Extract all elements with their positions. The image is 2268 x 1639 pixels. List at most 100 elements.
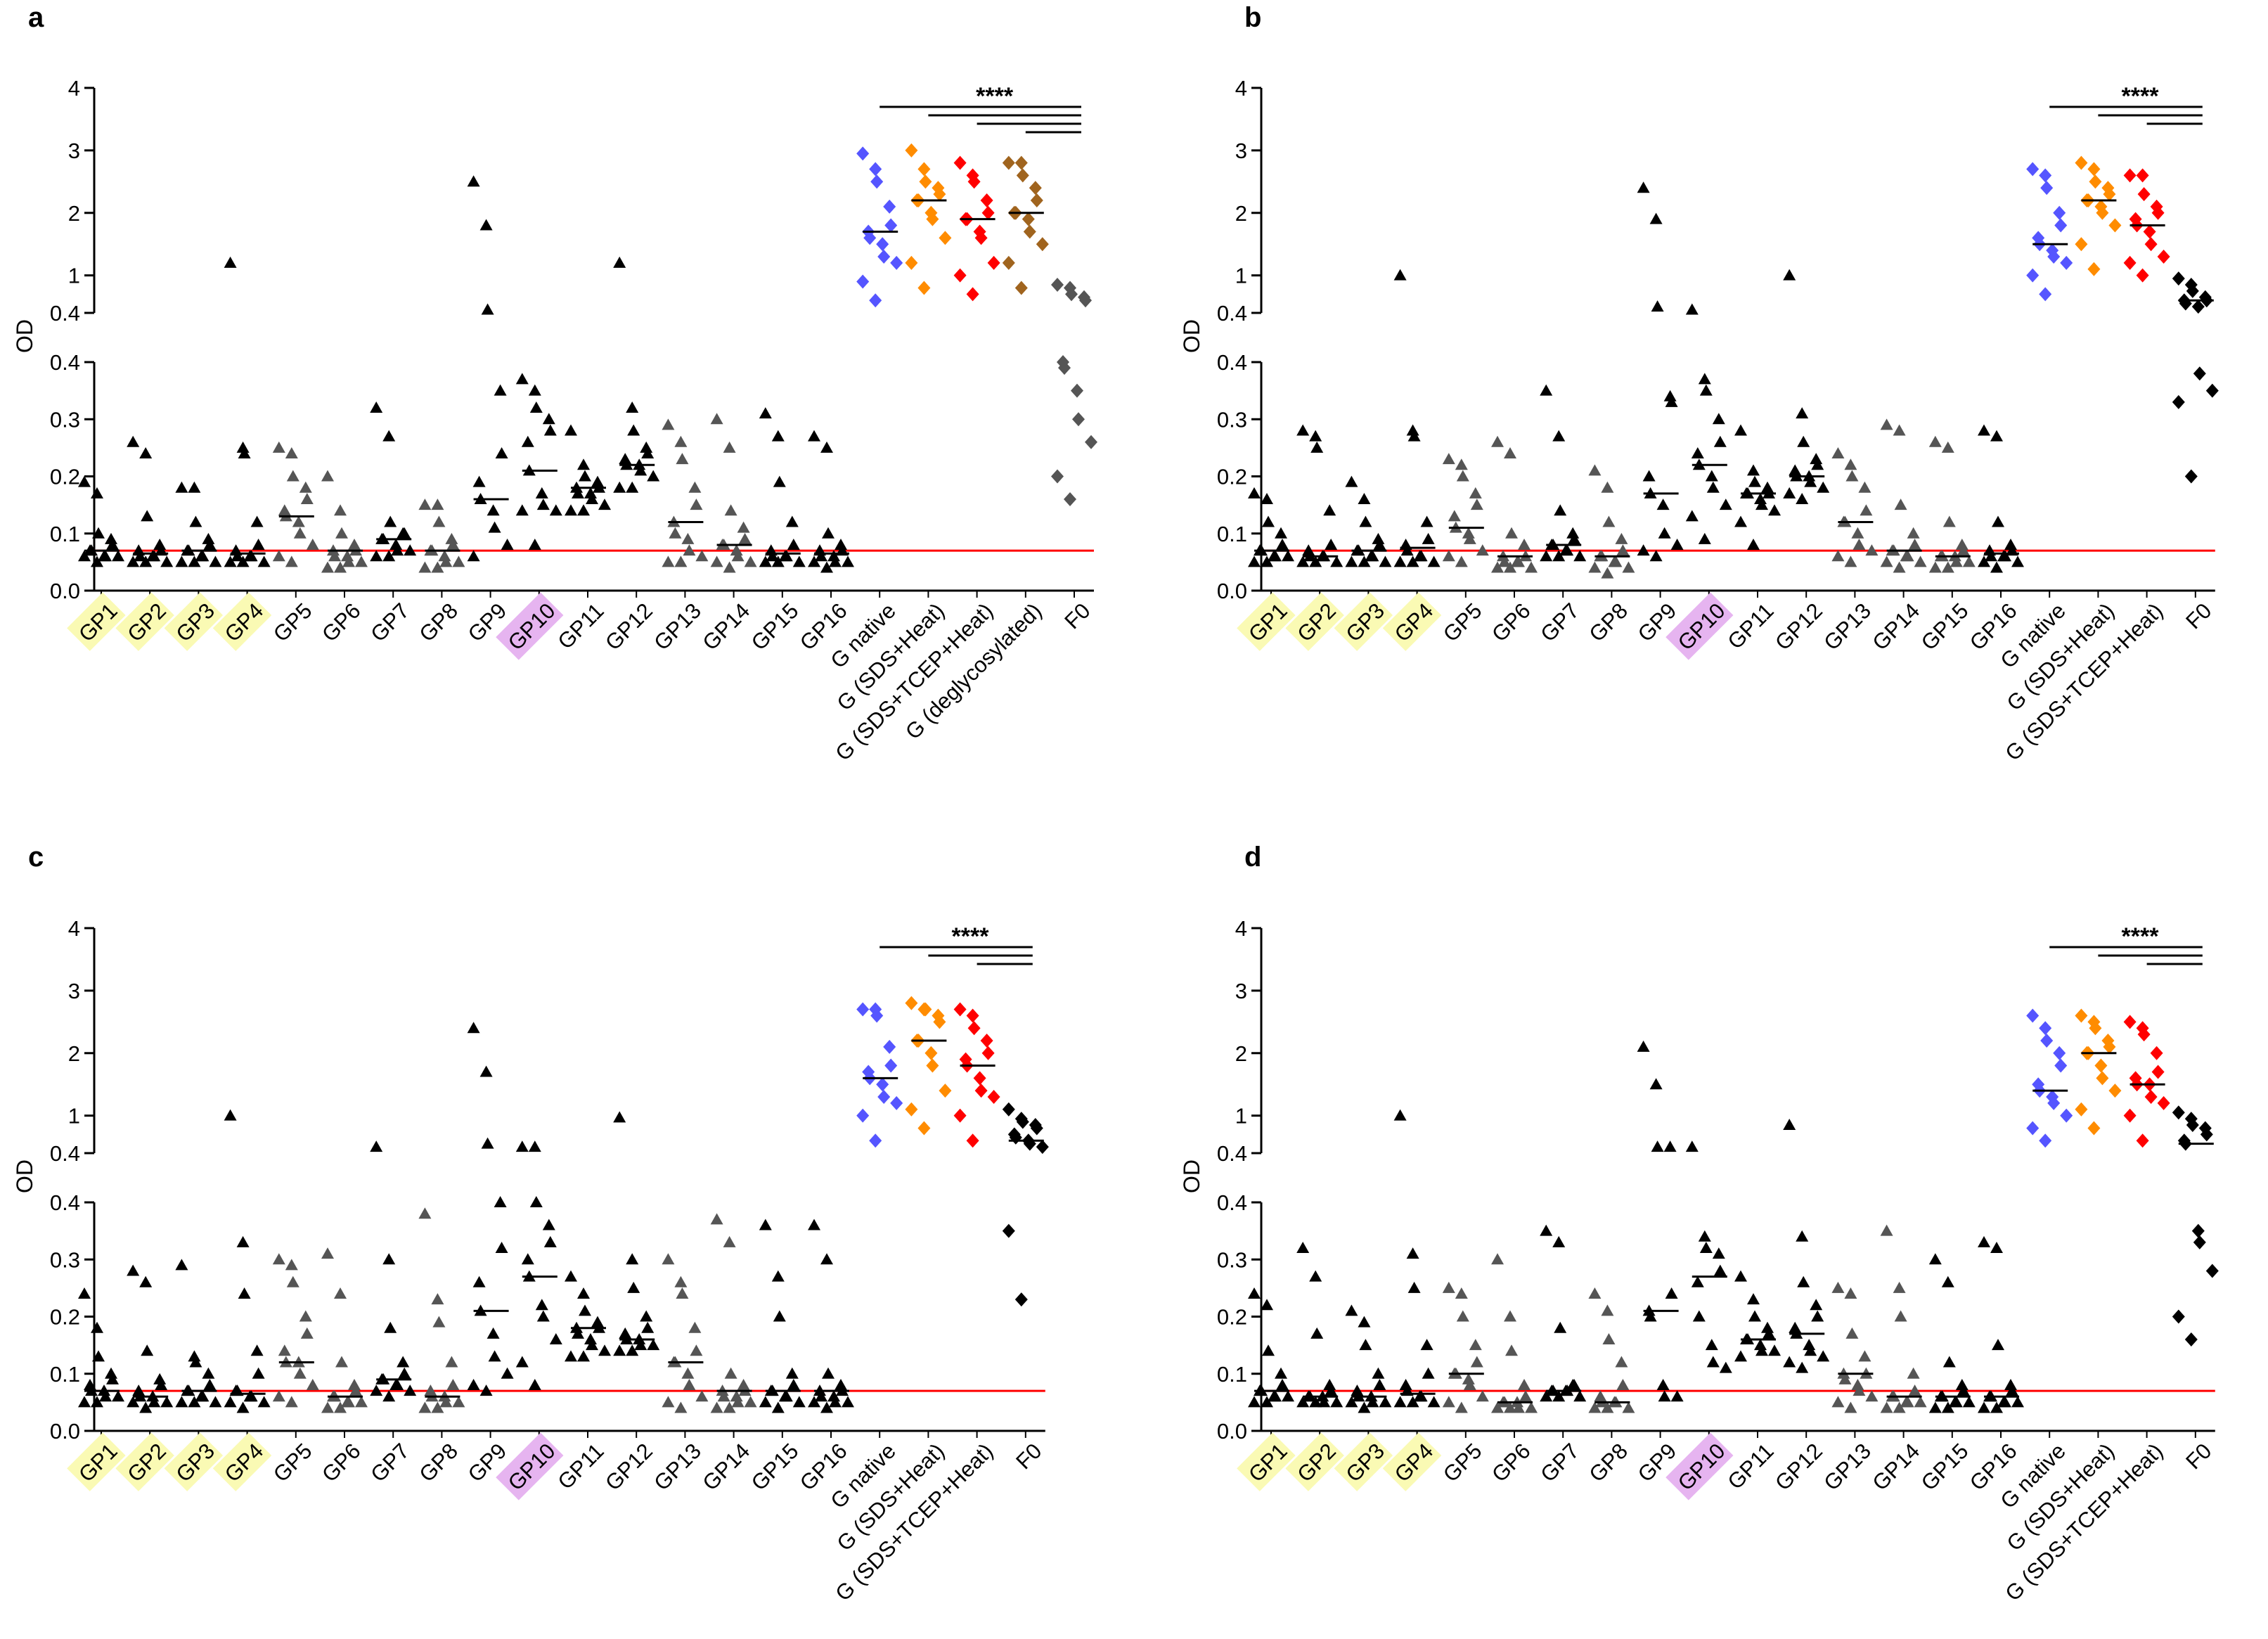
data-point xyxy=(224,1109,237,1121)
data-point xyxy=(202,1367,215,1379)
data-point xyxy=(987,1090,1000,1104)
data-point xyxy=(613,481,626,493)
data-point xyxy=(1022,212,1035,226)
data-point xyxy=(1844,555,1857,567)
x-label-highlight xyxy=(212,592,272,651)
data-point xyxy=(1455,1401,1468,1413)
data-point xyxy=(335,527,348,539)
data-point xyxy=(1844,1401,1857,1413)
x-tick-label: F0 xyxy=(2181,598,2216,634)
x-label-highlight xyxy=(67,1432,126,1491)
data-point xyxy=(348,1379,361,1390)
data-point xyxy=(1804,1344,1817,1356)
data-point xyxy=(1406,424,1419,436)
data-point xyxy=(1601,1304,1614,1316)
data-point xyxy=(1755,499,1768,510)
data-point xyxy=(2184,469,2198,484)
data-point xyxy=(1853,539,1866,550)
data-point xyxy=(175,1259,188,1271)
data-point xyxy=(690,499,703,510)
y-tick-label: 0.0 xyxy=(1217,1419,1247,1444)
data-point xyxy=(1698,1230,1711,1242)
data-point xyxy=(2026,268,2040,283)
x-tick-group: GP15 xyxy=(1916,1439,1973,1496)
data-point xyxy=(1296,1396,1310,1408)
data-point xyxy=(2004,1379,2017,1390)
data-point xyxy=(695,550,709,562)
data-point xyxy=(1505,1344,1518,1356)
data-point xyxy=(1427,1396,1441,1408)
data-point xyxy=(577,1350,590,1362)
data-point xyxy=(1831,1396,1845,1408)
data-point xyxy=(1705,1339,1718,1351)
data-point xyxy=(1699,384,1713,396)
x-tick-group: GP7 xyxy=(366,598,414,647)
data-point xyxy=(1907,527,1920,539)
data-point xyxy=(495,1242,508,1253)
data-point xyxy=(690,1344,703,1356)
data-point xyxy=(1345,475,1358,487)
data-point xyxy=(1345,1396,1358,1408)
data-point xyxy=(384,1321,397,1333)
data-point xyxy=(424,1384,437,1396)
data-point xyxy=(272,1390,285,1402)
data-point xyxy=(2053,1046,2066,1060)
data-point xyxy=(1455,1287,1468,1299)
x-tick-label: GP6 xyxy=(317,1439,366,1487)
data-point xyxy=(1941,1275,1954,1287)
x-tick-group: GP7 xyxy=(1535,1439,1584,1487)
data-point xyxy=(981,1046,995,1060)
data-point xyxy=(884,218,898,233)
data-point xyxy=(829,1396,842,1408)
data-point xyxy=(626,481,639,493)
data-point xyxy=(1928,1253,1942,1265)
data-point xyxy=(820,1401,833,1413)
y-tick-label: 4 xyxy=(68,76,80,101)
data-point xyxy=(1016,168,1029,183)
data-point xyxy=(973,1071,986,1086)
data-point xyxy=(917,1121,931,1136)
data-point xyxy=(627,424,640,436)
y-tick-label: 0.3 xyxy=(50,1247,80,1272)
data-point xyxy=(584,487,597,499)
data-point xyxy=(153,539,167,550)
data-point xyxy=(1036,237,1049,252)
x-label-highlight xyxy=(67,592,126,651)
data-point xyxy=(106,1373,119,1384)
data-point xyxy=(99,1390,112,1402)
data-point xyxy=(1908,1384,1921,1396)
data-point xyxy=(662,418,675,430)
data-point xyxy=(1685,303,1699,315)
data-point xyxy=(529,401,543,413)
data-point xyxy=(398,527,411,539)
x-tick-label: GP8 xyxy=(414,1439,463,1487)
data-point xyxy=(827,1390,840,1402)
x-tick-label: F0 xyxy=(2181,1439,2216,1474)
data-point xyxy=(203,539,217,550)
data-point xyxy=(515,1356,529,1368)
data-point xyxy=(1817,481,1830,493)
data-point xyxy=(924,1046,938,1060)
x-tick-group: GP11 xyxy=(553,598,608,654)
data-point xyxy=(598,499,611,510)
data-point xyxy=(744,1396,757,1408)
data-point xyxy=(953,1108,967,1123)
data-point xyxy=(737,521,750,533)
data-point xyxy=(300,493,314,504)
x-tick-group: GP3 xyxy=(164,1432,224,1491)
data-point xyxy=(236,555,250,567)
x-tick-group: GP10 xyxy=(1665,592,1734,660)
data-point xyxy=(487,1327,500,1339)
data-point xyxy=(676,1287,689,1299)
data-point xyxy=(2075,237,2088,252)
data-point xyxy=(1573,550,1587,562)
data-point xyxy=(1262,1344,1275,1356)
data-point xyxy=(2172,271,2185,286)
data-point xyxy=(1002,1102,1015,1117)
data-point xyxy=(905,255,918,270)
data-point xyxy=(842,555,854,567)
data-point xyxy=(1894,499,1907,510)
data-point xyxy=(2123,1108,2137,1123)
data-point xyxy=(2087,262,2101,276)
